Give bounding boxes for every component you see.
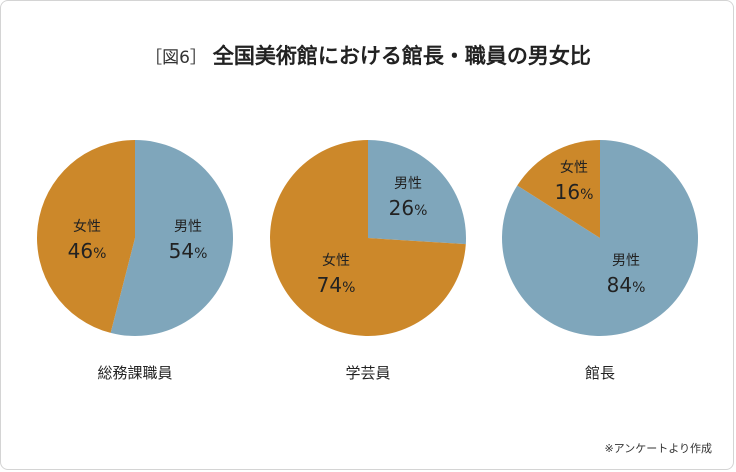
pie-slice-1-male — [110, 140, 234, 336]
pie-slice-2-female — [270, 140, 466, 336]
category-label-1: 総務課職員 — [97, 364, 172, 382]
slice-label-1-2: 女性 — [73, 218, 101, 235]
slice-value-2-2: 74% — [317, 273, 356, 297]
slice-label-3-1: 男性 — [612, 253, 640, 269]
slice-label-1-1: 男性 — [174, 219, 202, 235]
slice-label-2-2: 女性 — [322, 252, 350, 269]
chart-title: ［図6］ 全国美術館における館長・職員の男女比 — [0, 40, 736, 70]
pie-slice-1-female — [37, 140, 135, 333]
pie-slice-2-male — [368, 140, 467, 245]
category-label-2: 学芸員 — [345, 364, 390, 382]
slice-value-2-1: 26% — [389, 196, 428, 220]
title-text: 全国美術館における館長・職員の男女比 — [212, 44, 591, 68]
slice-value-3-2: 16% — [555, 180, 594, 204]
source-note: ※アンケートより作成 — [604, 442, 712, 455]
category-label-3: 館長 — [585, 364, 615, 382]
pie-slice-3-male — [502, 140, 699, 336]
slice-value-3-1: 84% — [607, 273, 646, 297]
slice-label-2-1: 男性 — [394, 176, 422, 192]
slice-value-1-1: 54% — [169, 239, 208, 263]
figure-label: ［図6］ — [145, 48, 207, 68]
slice-value-1-2: 46% — [68, 239, 107, 263]
slice-label-3-2: 女性 — [560, 159, 588, 176]
pie-slice-3-female — [517, 140, 600, 238]
